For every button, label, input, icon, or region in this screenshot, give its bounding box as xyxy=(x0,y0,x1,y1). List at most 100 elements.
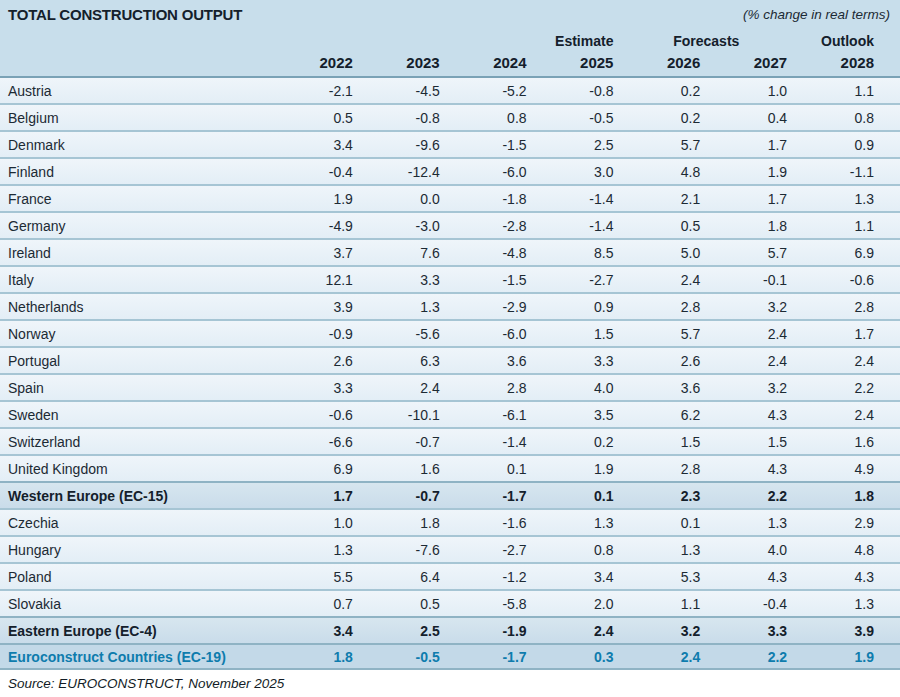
year-header: 2022 xyxy=(272,49,359,76)
table-header: TOTAL CONSTRUCTION OUTPUT (% change in r… xyxy=(0,0,900,76)
value-cell: 2.4 xyxy=(619,267,706,292)
value-cell: 5.7 xyxy=(619,132,706,157)
title-row: TOTAL CONSTRUCTION OUTPUT (% change in r… xyxy=(0,0,900,26)
value-cell: 3.2 xyxy=(706,375,793,400)
value-cell: -1.7 xyxy=(446,483,533,508)
country-cell: Finland xyxy=(0,159,272,184)
value-cell: -0.8 xyxy=(533,78,620,103)
value-cell: 2.3 xyxy=(619,483,706,508)
value-cell: 2.4 xyxy=(793,402,880,427)
table-row: Netherlands 3.9 1.3 -2.9 0.9 2.8 3.2 2.8 xyxy=(0,292,900,319)
group-label-outlook: Outlook xyxy=(793,26,880,49)
country-cell: Slovakia xyxy=(0,591,272,616)
country-cell: Norway xyxy=(0,321,272,346)
year-header: 2026 xyxy=(619,49,706,76)
value-cell: 0.2 xyxy=(619,78,706,103)
country-cell: Austria xyxy=(0,78,272,103)
value-cell: 0.9 xyxy=(533,294,620,319)
value-cell: -5.6 xyxy=(359,321,446,346)
value-cell: -0.7 xyxy=(359,483,446,508)
value-cell: -1.7 xyxy=(446,645,533,668)
table-row: Italy 12.1 3.3 -1.5 -2.7 2.4 -0.1 -0.6 xyxy=(0,265,900,292)
value-cell: 3.2 xyxy=(706,294,793,319)
value-cell: 2.8 xyxy=(446,375,533,400)
table-row: Eastern Europe (EC-4) 3.4 2.5 -1.9 2.4 3… xyxy=(0,616,900,643)
value-cell: -1.6 xyxy=(446,510,533,535)
value-cell: -0.6 xyxy=(272,402,359,427)
country-cell: France xyxy=(0,186,272,211)
value-cell: 3.2 xyxy=(619,618,706,643)
value-cell: -2.7 xyxy=(446,537,533,562)
value-cell: 0.5 xyxy=(359,591,446,616)
value-cell: -0.9 xyxy=(272,321,359,346)
table-row: Slovakia 0.7 0.5 -5.8 2.0 1.1 -0.4 1.3 xyxy=(0,589,900,616)
value-cell: -1.4 xyxy=(533,186,620,211)
value-cell: 2.8 xyxy=(619,294,706,319)
value-cell: -2.7 xyxy=(533,267,620,292)
value-cell: -4.8 xyxy=(446,240,533,265)
value-cell: 4.0 xyxy=(706,537,793,562)
column-group-row: Estimate Forecasts Outlook xyxy=(0,26,900,49)
table-body: Austria -2.1 -4.5 -5.2 -0.8 0.2 1.0 1.1 … xyxy=(0,76,900,670)
value-cell: 8.5 xyxy=(533,240,620,265)
value-cell: 1.0 xyxy=(706,78,793,103)
value-cell: 3.3 xyxy=(359,267,446,292)
value-cell: 1.9 xyxy=(706,159,793,184)
value-cell: -0.4 xyxy=(706,591,793,616)
value-cell: 4.8 xyxy=(793,537,880,562)
value-cell: 1.6 xyxy=(793,429,880,454)
country-cell: Poland xyxy=(0,564,272,589)
value-cell: 0.4 xyxy=(706,105,793,130)
value-cell: 2.4 xyxy=(793,348,880,373)
value-cell: 0.0 xyxy=(359,186,446,211)
value-cell: -12.4 xyxy=(359,159,446,184)
value-cell: 4.0 xyxy=(533,375,620,400)
year-header: 2023 xyxy=(359,49,446,76)
value-cell: 0.2 xyxy=(619,105,706,130)
value-cell: 2.4 xyxy=(533,618,620,643)
value-cell: -3.0 xyxy=(359,213,446,238)
value-cell: 0.8 xyxy=(793,105,880,130)
value-cell: -4.5 xyxy=(359,78,446,103)
value-cell: 3.4 xyxy=(272,132,359,157)
table-row: Euroconstruct Countries (EC-19) 1.8 -0.5… xyxy=(0,643,900,670)
value-cell: -1.4 xyxy=(446,429,533,454)
value-cell: 3.7 xyxy=(272,240,359,265)
value-cell: -10.1 xyxy=(359,402,446,427)
value-cell: 1.8 xyxy=(793,483,880,508)
value-cell: 6.9 xyxy=(793,240,880,265)
spacer-cell xyxy=(0,26,272,49)
value-cell: -6.6 xyxy=(272,429,359,454)
country-cell: Spain xyxy=(0,375,272,400)
value-cell: 1.7 xyxy=(272,483,359,508)
group-label-forecasts: Forecasts xyxy=(619,26,793,49)
value-cell: 1.0 xyxy=(272,510,359,535)
value-cell: 3.4 xyxy=(272,618,359,643)
value-cell: 2.4 xyxy=(706,321,793,346)
value-cell: -5.8 xyxy=(446,591,533,616)
country-cell: Western Europe (EC-15) xyxy=(0,483,272,508)
country-cell: Denmark xyxy=(0,132,272,157)
value-cell: 2.5 xyxy=(359,618,446,643)
value-cell: 2.4 xyxy=(359,375,446,400)
value-cell: -5.2 xyxy=(446,78,533,103)
value-cell: 2.4 xyxy=(706,348,793,373)
value-cell: -2.1 xyxy=(272,78,359,103)
value-cell: 1.3 xyxy=(533,510,620,535)
value-cell: -2.8 xyxy=(446,213,533,238)
table-row: Sweden -0.6 -10.1 -6.1 3.5 6.2 4.3 2.4 xyxy=(0,400,900,427)
value-cell: 4.3 xyxy=(706,456,793,481)
country-cell: Sweden xyxy=(0,402,272,427)
value-cell: 1.9 xyxy=(272,186,359,211)
value-cell: 1.8 xyxy=(272,645,359,668)
value-cell: -1.1 xyxy=(793,159,880,184)
country-cell: Czechia xyxy=(0,510,272,535)
value-cell: 6.3 xyxy=(359,348,446,373)
table-row: Portugal 2.6 6.3 3.6 3.3 2.6 2.4 2.4 xyxy=(0,346,900,373)
value-cell: -6.0 xyxy=(446,321,533,346)
value-cell: 1.8 xyxy=(359,510,446,535)
value-cell: 0.8 xyxy=(533,537,620,562)
country-cell: Netherlands xyxy=(0,294,272,319)
value-cell: 1.3 xyxy=(359,294,446,319)
value-cell: -1.8 xyxy=(446,186,533,211)
